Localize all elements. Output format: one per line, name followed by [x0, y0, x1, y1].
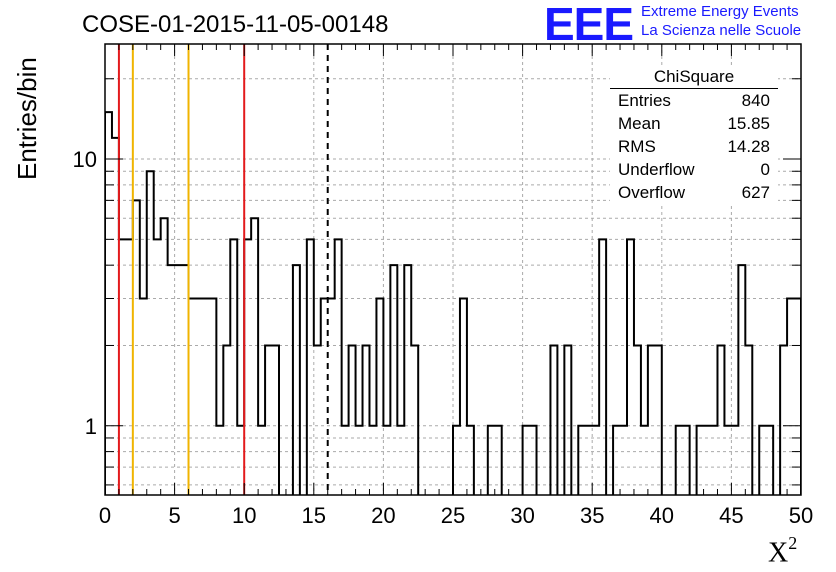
x-tick-label: 50	[789, 503, 813, 528]
stat-row-entries: Entries 840	[610, 89, 778, 112]
stat-label: Overflow	[618, 183, 686, 202]
x-tick-label: 40	[650, 503, 674, 528]
x-tick-label: 5	[168, 503, 180, 528]
stats-title: ChiSquare	[610, 66, 778, 89]
stat-label: Mean	[618, 114, 661, 133]
stat-row-rms: RMS 14.28	[610, 135, 778, 158]
stat-label: Underflow	[618, 160, 695, 179]
stat-label: RMS	[618, 137, 656, 156]
x-axis-label: X2	[768, 533, 798, 569]
stat-row-underflow: Underflow 0	[610, 158, 778, 181]
stats-box: ChiSquare Entries 840 Mean 15.85 RMS 14.…	[610, 66, 778, 204]
x-tick-label: 35	[580, 503, 604, 528]
x-tick-label: 25	[441, 503, 465, 528]
stat-value: 14.28	[727, 137, 770, 156]
stat-value: 840	[741, 91, 770, 110]
eee-logo: EEE Extreme Energy Events La Scienza nel…	[544, 0, 801, 50]
x-tick-label: 0	[99, 503, 111, 528]
logo-line-1: Extreme Energy Events	[641, 3, 799, 20]
logo-mark: EEE	[544, 0, 634, 50]
y-tick-label: 10	[73, 147, 97, 172]
y-axis-label: Entries/bin	[12, 57, 42, 180]
x-tick-label: 30	[510, 503, 534, 528]
histogram-series	[105, 111, 801, 495]
stat-label: Entries	[618, 91, 671, 110]
stat-value: 0	[760, 160, 770, 179]
y-tick-label: 1	[85, 414, 97, 439]
x-tick-label: 20	[371, 503, 395, 528]
x-tick-label: 10	[232, 503, 256, 528]
stat-value: 627	[741, 183, 770, 202]
x-tick-label: 45	[719, 503, 743, 528]
logo-line-2: La Scienza nelle Scuole	[641, 22, 802, 39]
run-title: COSE-01-2015-11-05-00148	[82, 11, 389, 38]
logo-text: Extreme Energy Events La Scienza nelle S…	[641, 2, 801, 40]
stat-row-overflow: Overflow 627	[610, 181, 778, 204]
stat-value: 15.85	[727, 114, 770, 133]
x-tick-label: 15	[302, 503, 326, 528]
stat-row-mean: Mean 15.85	[610, 112, 778, 135]
